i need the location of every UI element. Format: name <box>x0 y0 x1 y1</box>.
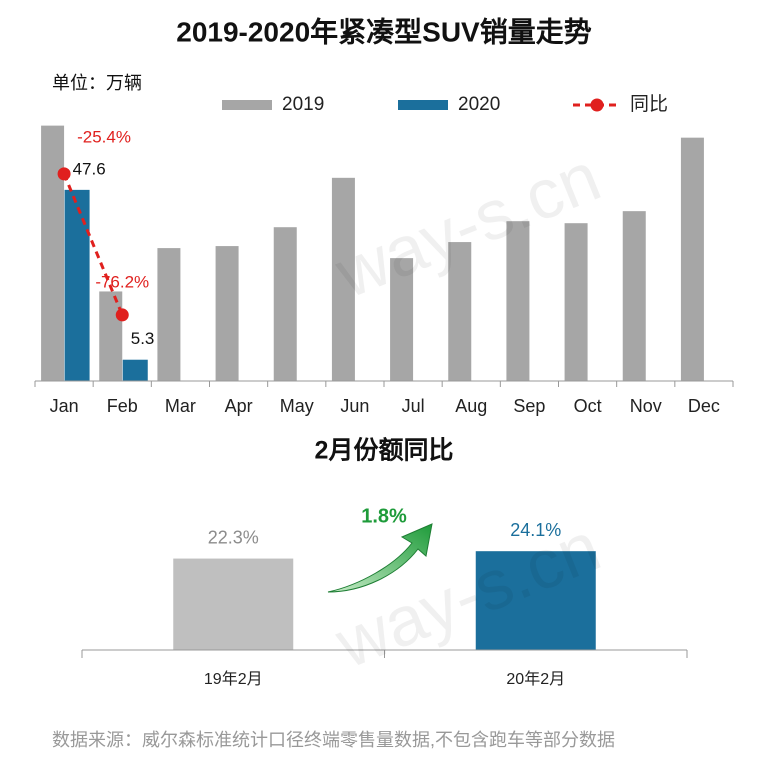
bar <box>122 359 148 381</box>
bar <box>448 242 472 381</box>
bar <box>215 246 239 381</box>
x-tick-label: Dec <box>688 396 720 416</box>
x-tick-label: Aug <box>455 396 487 416</box>
x-tick-label: Oct <box>574 396 602 416</box>
bar <box>390 258 414 381</box>
marks: 47.6 5.3 -25.4% -76.2% Jan Feb Mar Apr May Jun Jul… <box>34 93 734 688</box>
bar <box>475 551 596 650</box>
bar <box>680 137 704 381</box>
data-label: 22.3% <box>208 527 259 547</box>
bar <box>506 221 530 381</box>
unit-label: 单位：万辆 <box>52 73 142 93</box>
data-label: 5.3 <box>131 329 155 348</box>
x-tick-label: Jul <box>402 396 425 416</box>
x-tick-label: 19年2月 <box>204 670 263 688</box>
bar <box>99 291 123 381</box>
data-label: 24.1% <box>510 520 561 540</box>
x-tick-label: May <box>280 396 314 416</box>
data-label: -25.4% <box>77 127 131 146</box>
legend-swatch <box>398 100 448 110</box>
yoy-marker <box>57 167 71 181</box>
bar <box>173 558 294 650</box>
yoy-line <box>62 173 124 316</box>
bar <box>157 248 181 381</box>
x-tick-label: Apr <box>225 396 253 416</box>
x-tick-label: Nov <box>630 396 662 416</box>
x-tick-label: Jan <box>50 396 79 416</box>
legend-label: 同比 <box>630 93 668 115</box>
source-note: 数据来源：威尔森标准统计口径终端零售量数据,不包含跑车等部分数据 <box>52 730 615 750</box>
bar <box>273 227 297 381</box>
data-label: 47.6 <box>73 159 106 178</box>
x-tick-label: 20年2月 <box>506 670 565 688</box>
legend-swatch <box>222 100 272 110</box>
legend-label: 2019 <box>282 94 324 115</box>
annotation: 1.8% <box>361 505 407 527</box>
legend-marker <box>590 98 604 112</box>
bar <box>41 125 65 381</box>
x-tick-label: Mar <box>165 396 196 416</box>
x-tick-label: Sep <box>513 396 545 416</box>
yoy-marker <box>115 308 129 322</box>
chart-title: 2月份额同比 <box>315 437 454 465</box>
bar <box>64 189 90 381</box>
bar <box>564 223 588 381</box>
chart-title: 2019-2020年紧凑型SUV销量走势 <box>176 15 591 47</box>
x-tick-label: Jun <box>340 396 369 416</box>
bar <box>622 211 646 381</box>
data-label: -76.2% <box>95 272 149 291</box>
legend-label: 2020 <box>458 94 500 115</box>
x-tick-label: Feb <box>107 396 138 416</box>
increase-arrow <box>327 523 433 593</box>
bar <box>331 177 355 381</box>
